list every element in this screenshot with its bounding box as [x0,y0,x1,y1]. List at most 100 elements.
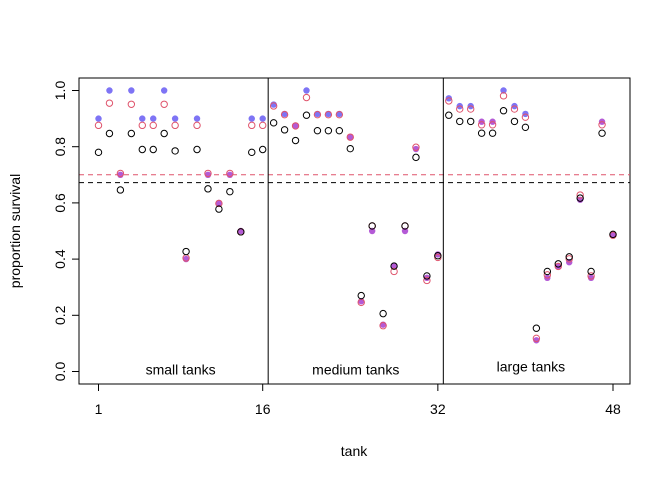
data-point-estimate-black [401,222,409,230]
data-point-estimate-black [226,187,234,196]
data-point-estimate-black [488,129,497,137]
y-axis-label: proportion survival [7,174,23,288]
data-point-estimate-black [466,117,475,126]
y-tick-label: 1.0 [52,81,68,101]
data-point-estimate-red [171,121,179,130]
data-point-estimate-black [368,222,376,230]
data-point-estimate-red [412,143,420,151]
data-point-estimate-red [565,255,573,263]
data-point-estimate-red [488,121,497,129]
x-axis: 1 16 32 48 [95,383,621,417]
data-point-estimate-black [357,291,365,300]
data-point-observed [533,337,540,344]
data-point-estimate-red [510,105,519,113]
y-axis: 0.0 0.2 0.4 0.6 0.8 1.0 [52,81,80,381]
data-point-estimate-red [477,121,486,129]
data-point-estimate-black [609,230,617,239]
data-point-observed [368,227,376,235]
data-point-estimate-black [456,117,464,126]
reference-lines [79,174,630,184]
data-point-estimate-red [499,92,508,100]
data-point-estimate-red [324,110,333,119]
data-point-estimate-red [280,110,289,119]
data-point-estimate-black [94,148,103,157]
group-labels: small tanks medium tanks large tanks [146,359,566,378]
data-point-estimate-black [434,252,442,260]
data-point-estimate-black [248,148,256,157]
data-point-estimate-black [412,153,420,162]
data-point-estimate-red [302,93,311,102]
data-point-estimate-black [346,144,354,153]
data-point-observed [292,122,299,129]
data-point-estimate-black [445,111,453,119]
data-point-observed [106,87,113,94]
data-point-estimate-black [259,145,267,154]
group-dividers [267,78,444,384]
data-point-estimate-black [598,129,606,137]
data-point-estimate-black [193,145,201,154]
data-point-estimate-red [204,169,212,178]
data-point-estimate-red [291,122,300,130]
data-point-estimate-red [248,121,256,130]
data-point-estimate-red [127,100,136,108]
data-point-observed [412,145,420,153]
y-tick-label: 0.8 [52,137,68,157]
data-point-estimate-red [445,97,453,105]
data-point-estimate-black [335,126,344,135]
data-point-estimate-black [576,194,584,202]
x-axis-label: tank [341,443,368,459]
data-point-observed [390,262,398,270]
data-point-estimate-black [324,126,333,135]
data-point-estimate-red [215,199,223,208]
y-tick-label: 0.2 [52,305,68,325]
x-tick-label: 16 [255,401,271,417]
data-point-estimate-black [532,324,541,332]
data-point-estimate-black [302,111,311,119]
data-point-observed [587,274,595,282]
data-point-estimate-red [532,334,541,343]
data-point-observed [500,87,507,94]
data-point-observed [259,115,266,122]
data-point-estimate-black [390,262,398,270]
data-point-observed [160,87,168,94]
data-point-estimate-red [105,99,114,107]
data-point-estimate-red [160,100,168,108]
data-point-estimate-red [598,121,606,129]
data-point-estimate-black [280,126,289,134]
y-tick-label: 0.6 [52,193,68,213]
data-point-observed [445,95,452,102]
data-point-estimate-black [160,129,168,138]
data-point-estimate-black [237,228,245,236]
data-point-estimate-black [379,309,387,318]
data-point-estimate-red [94,121,103,130]
data-point-observed [215,199,223,207]
group-label: medium tanks [312,361,399,377]
data-point-estimate-black [116,186,125,194]
data-point-estimate-red [313,110,322,119]
data-point-observed [139,115,146,122]
data-point-estimate-red [259,121,267,130]
data-point-observed [555,262,562,270]
data-point-estimate-black [105,129,114,138]
data-point-estimate-black [127,129,136,138]
data-point-estimate-black [510,117,519,126]
data-point-estimate-red [193,121,201,130]
data-point-estimate-red [149,121,157,130]
data-points [94,87,617,344]
data-point-estimate-red [116,169,125,178]
data-point-observed [248,115,255,122]
data-point-estimate-black [138,145,146,154]
y-tick-label: 0.4 [52,249,68,269]
x-tick-label: 1 [95,401,103,417]
data-point-estimate-black [204,185,212,193]
data-point-estimate-black [215,205,223,213]
data-point-estimate-red [269,102,278,110]
data-point-estimate-red [466,105,475,113]
group-label: large tanks [497,359,565,375]
data-point-estimate-black [313,126,322,135]
data-point-estimate-black [171,147,179,155]
data-point-estimate-black [565,253,573,261]
data-point-estimate-red [138,121,146,130]
data-point-estimate-red [521,113,530,121]
data-point-estimate-red [576,191,584,199]
